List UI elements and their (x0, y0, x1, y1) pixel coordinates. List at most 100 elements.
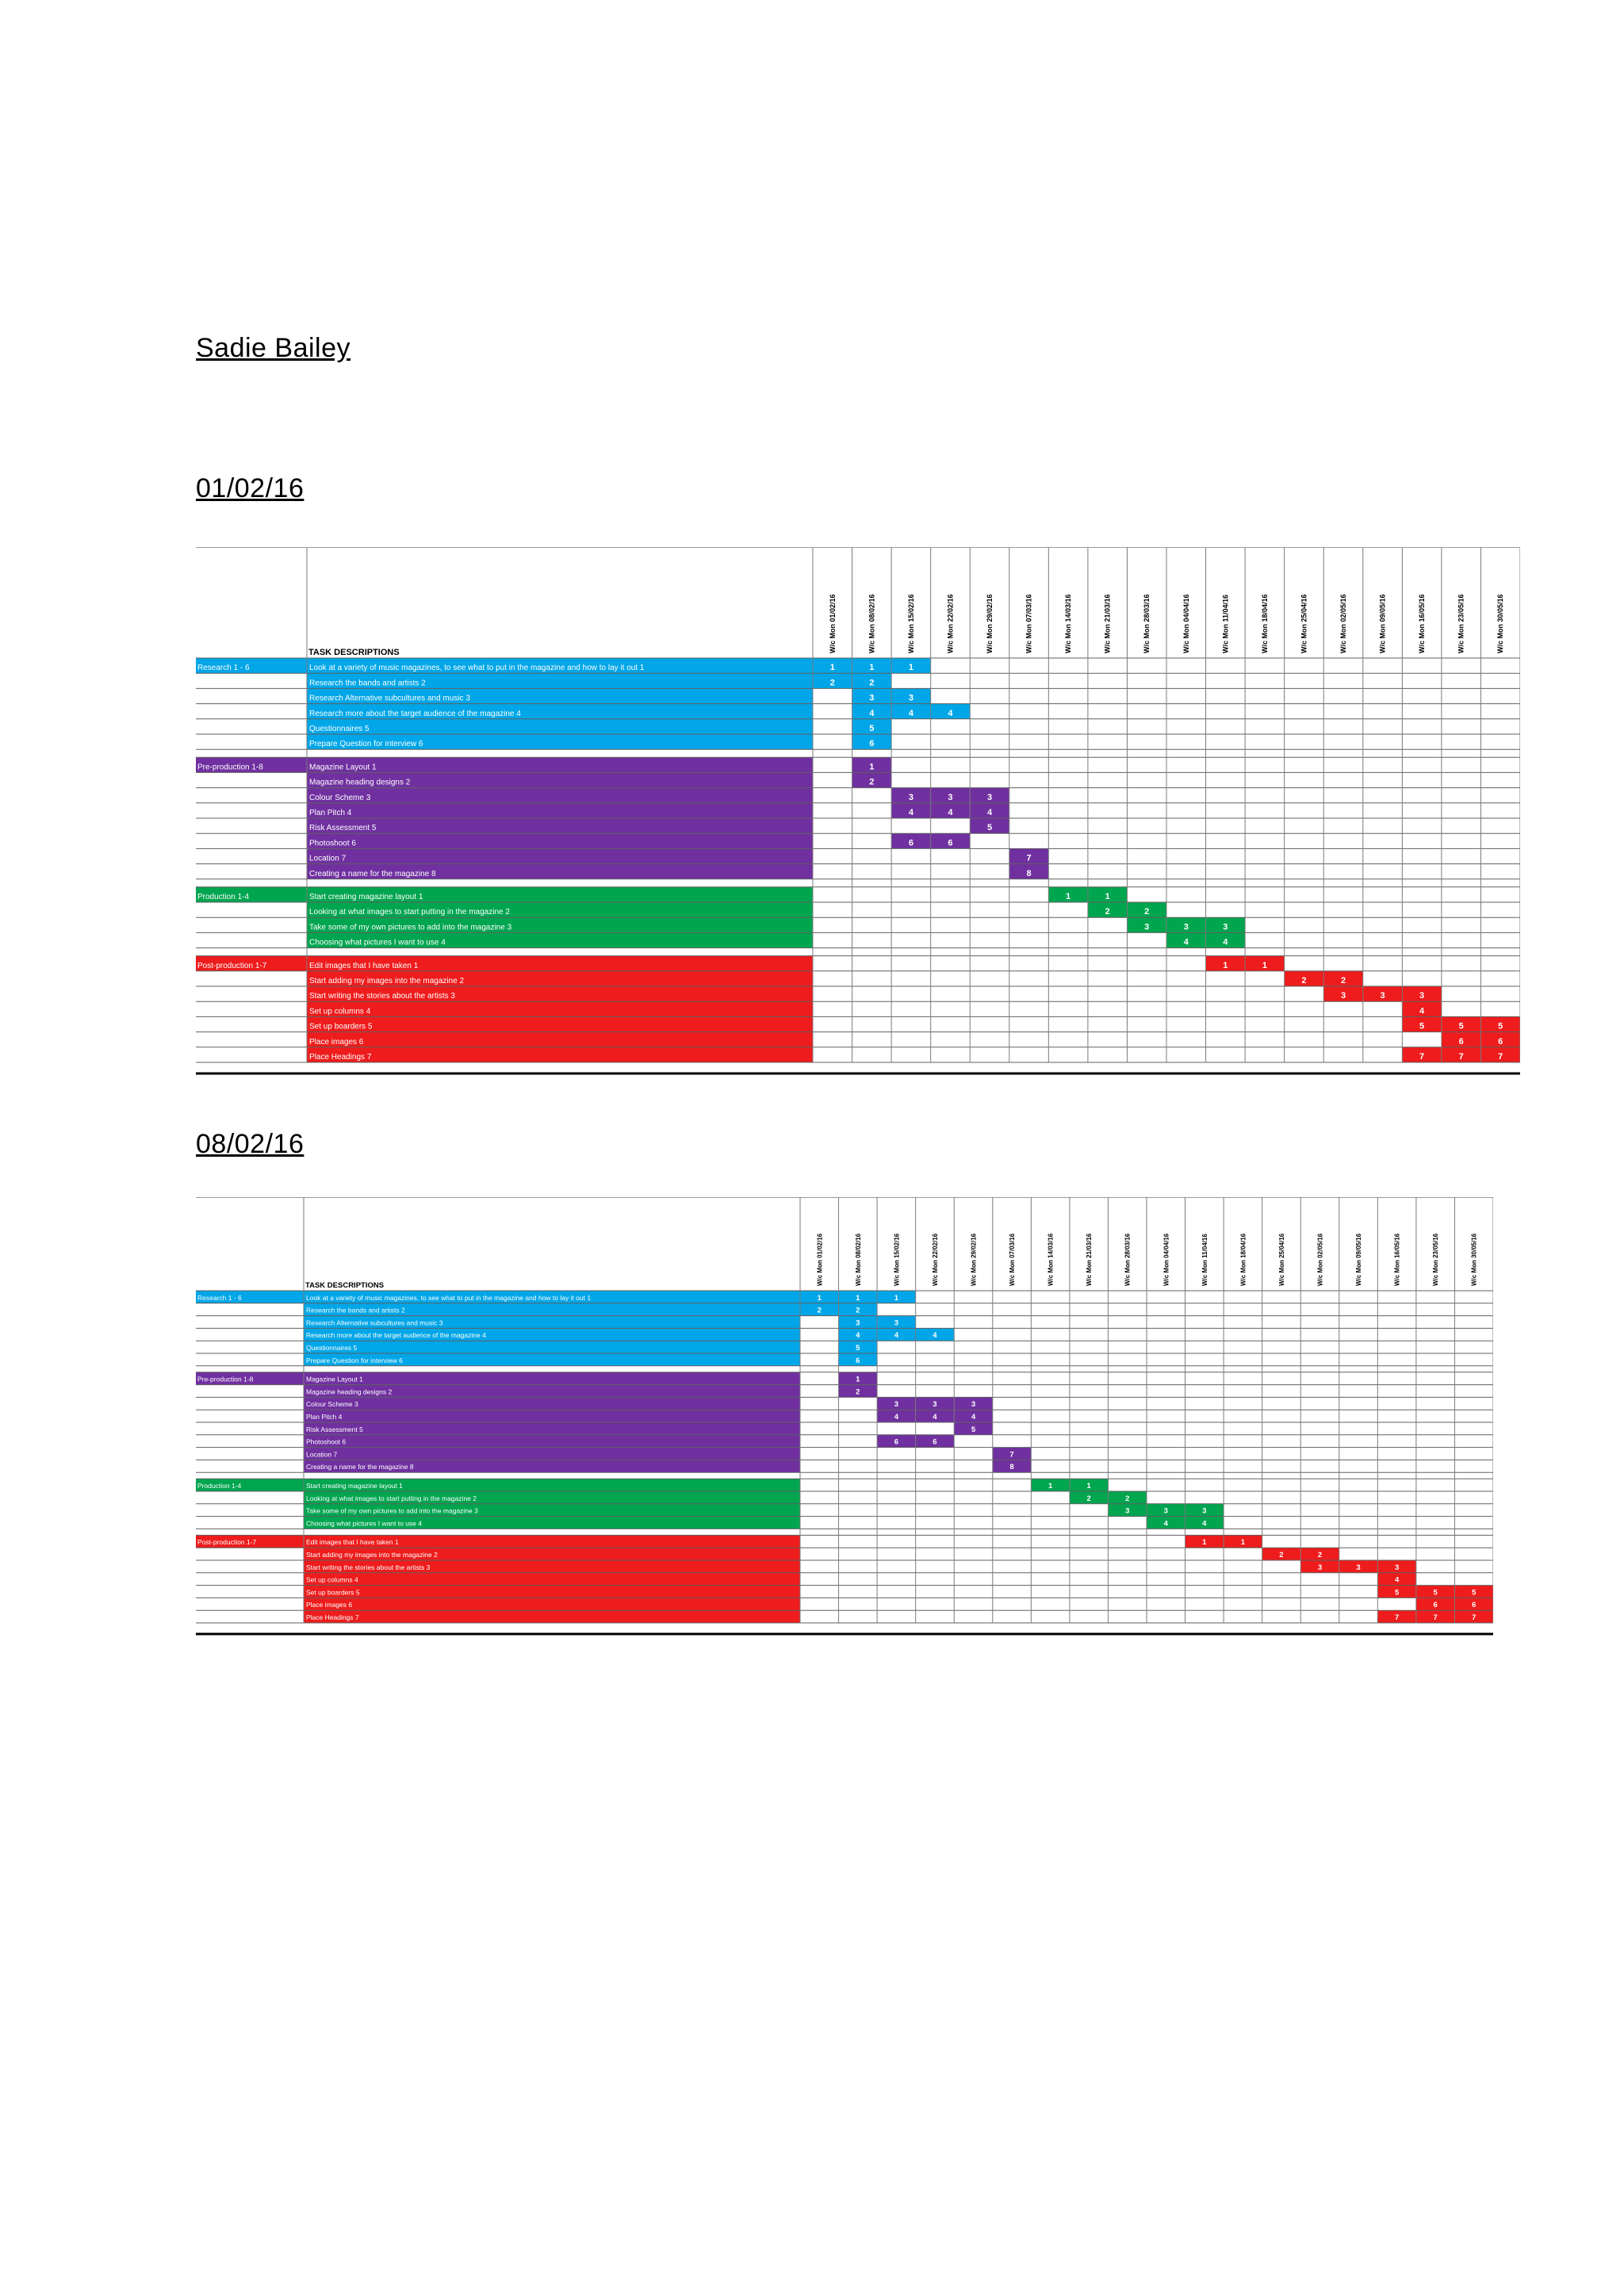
gantt-cell-number: 6 (1434, 1601, 1438, 1609)
week-header: W/c Mon 25/04/16 (1300, 594, 1308, 653)
gantt-cell (1441, 1047, 1481, 1062)
gantt-cell (1087, 886, 1128, 902)
gantt-cell-number: 6 (869, 739, 874, 748)
task-label: Edit images that I have taken 1 (309, 962, 419, 970)
gantt-cell (1087, 902, 1128, 918)
gantt-cell (1402, 986, 1442, 1002)
gantt-cell-number: 4 (909, 808, 914, 817)
week-header: W/c Mon 04/04/16 (1162, 1233, 1170, 1286)
gantt-cell (838, 1291, 878, 1303)
week-header: W/c Mon 30/05/16 (1496, 594, 1504, 653)
gantt-cell (1127, 902, 1166, 918)
gantt-chart-1: TASK DESCRIPTIONS W/c Mon 01/02/16 W/c Mon… (196, 547, 1520, 1102)
gantt-cell-number: 6 (1498, 1037, 1503, 1047)
gantt-cell-number: 4 (894, 1331, 899, 1340)
gantt-cell (930, 833, 971, 849)
task-label: Plan Pitch 4 (306, 1413, 343, 1421)
gantt-cell-number: 1 (1262, 961, 1267, 970)
gantt-cell-number: 5 (1419, 1022, 1424, 1031)
gantt-cell-number: 4 (1202, 1519, 1207, 1528)
gantt-cell (1415, 1610, 1455, 1623)
gantt-cell (915, 1397, 955, 1410)
gantt-cell-number: 6 (933, 1438, 936, 1447)
gantt-cell-number: 7 (1026, 854, 1031, 863)
gantt-cell (1048, 886, 1088, 902)
gantt-cell (1284, 970, 1324, 986)
section-label: Pre-production 1-8 (197, 763, 263, 771)
gantt-cell-number: 1 (909, 663, 914, 672)
gantt-cell-number: 5 (1434, 1588, 1438, 1597)
gantt-cell-number: 3 (1223, 922, 1228, 932)
week-header: W/c Mon 14/03/16 (1048, 1233, 1055, 1286)
gantt-cell (852, 734, 892, 750)
gantt-cell-number: 5 (1472, 1588, 1477, 1597)
chart-date-1: 01/02/16 (196, 473, 304, 503)
gantt-cell (1323, 986, 1363, 1002)
gantt-cell-number: 3 (1144, 922, 1149, 932)
gantt-cell-number: 4 (948, 808, 953, 817)
section-label-cell (196, 1479, 304, 1491)
gantt-cell-number: 3 (1341, 991, 1346, 1001)
gantt-cell (1402, 1001, 1442, 1017)
gantt-cell (1166, 917, 1206, 933)
section-label-cell (196, 757, 307, 773)
gantt-cell (1323, 970, 1363, 986)
gantt-cell (954, 1422, 993, 1435)
task-label: Take some of my own pictures to add into… (309, 923, 512, 932)
task-label: Magazine heading designs 2 (309, 779, 411, 787)
gantt-cell (1362, 986, 1403, 1002)
task-label: Magazine Layout 1 (306, 1376, 363, 1383)
gantt-cell (1441, 1031, 1481, 1047)
section-label: Production 1-4 (197, 893, 249, 901)
task-label: Look at a variety of music magazines, to… (309, 664, 645, 672)
gantt-cell (877, 1291, 916, 1303)
task-descriptions-header: TASK DESCRIPTIONS (308, 648, 400, 657)
gantt-cell (891, 703, 931, 719)
gantt-cell (852, 658, 892, 674)
task-label: Choosing what pictures I want to use 4 (309, 939, 446, 947)
gantt-cell-number: 4 (948, 709, 953, 718)
gantt-cell (930, 787, 971, 803)
task-label: Creating a name for the magazine 8 (309, 870, 436, 878)
task-label: Set up boarders 5 (306, 1588, 360, 1596)
gantt-cell (1108, 1491, 1147, 1504)
gantt-cell-number: 1 (1202, 1538, 1207, 1547)
gantt-cell (891, 688, 931, 704)
gantt-cell (877, 1397, 916, 1410)
gantt-cell-number: 3 (856, 1318, 860, 1327)
week-header: W/c Mon 22/02/16 (932, 1233, 939, 1286)
gantt-cell-number: 4 (987, 808, 993, 817)
gantt-cell (1339, 1560, 1378, 1573)
gantt-cell-number: 3 (894, 1318, 898, 1327)
task-label: Risk Assessment 5 (306, 1425, 363, 1433)
gantt-cell-number: 1 (1105, 892, 1110, 901)
task-label: Questionnaires 5 (306, 1344, 358, 1352)
gantt-cell-number: 3 (987, 793, 992, 802)
gantt-cell-number: 3 (1419, 991, 1424, 1001)
week-header: W/c Mon 21/03/16 (1104, 594, 1112, 653)
task-label: Place images 6 (306, 1601, 352, 1609)
gantt-cell (891, 833, 931, 849)
gantt-cell-number: 4 (869, 709, 875, 718)
week-header: W/c Mon 28/03/16 (1124, 1233, 1132, 1286)
gantt-cell-number: 7 (1472, 1613, 1476, 1622)
task-label: Research the bands and artists 2 (309, 679, 426, 687)
week-header: W/c Mon 15/02/16 (907, 594, 915, 653)
gantt-cell-number: 5 (1459, 1022, 1464, 1031)
gantt-chart-2: TASK DESCRIPTIONS W/c Mon 01/02/16 W/c Mon… (196, 1197, 1493, 1657)
gantt-cell-number: 4 (933, 1413, 937, 1422)
gantt-cell (852, 772, 892, 788)
task-label: Magazine Layout 1 (309, 763, 377, 771)
gantt-cell-number: 1 (856, 1294, 860, 1303)
week-header: W/c Mon 30/05/16 (1471, 1233, 1478, 1286)
gantt-svg-1: TASK DESCRIPTIONS W/c Mon 01/02/16 W/c Mon… (196, 547, 1520, 1075)
gantt-cell-number: 2 (818, 1307, 822, 1315)
gantt-cell-number: 3 (1380, 991, 1385, 1001)
gantt-cell-number: 1 (869, 762, 874, 771)
gantt-cell (1205, 932, 1246, 948)
gantt-cell (1245, 955, 1285, 971)
gantt-cell (852, 757, 892, 773)
gantt-svg-2: TASK DESCRIPTIONS W/c Mon 01/02/16 W/c Mon… (196, 1197, 1493, 1636)
week-header: W/c Mon 29/02/16 (971, 1233, 978, 1286)
gantt-cell-number: 7 (1434, 1613, 1438, 1622)
